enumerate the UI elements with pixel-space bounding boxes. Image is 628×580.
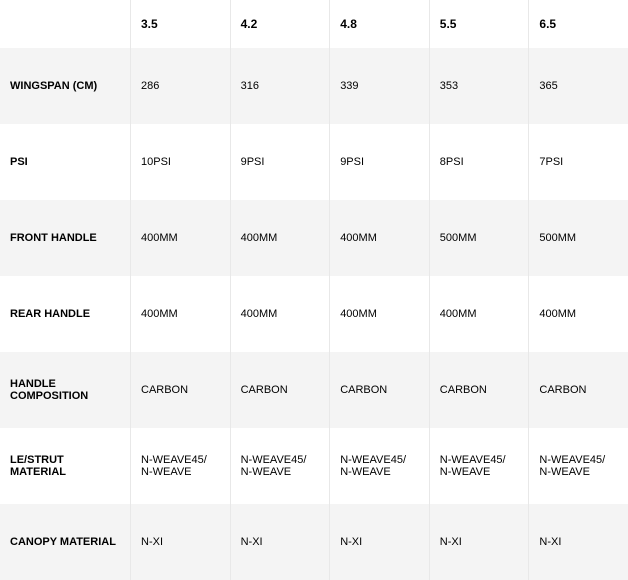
- header-blank: [0, 0, 130, 48]
- row-label: CANOPY MATERIAL: [0, 504, 130, 580]
- row-value: 9PSI: [329, 124, 429, 200]
- row-value: N-WEAVE45/ N-WEAVE: [130, 428, 230, 504]
- row-value: 400MM: [130, 276, 230, 352]
- row-label: FRONT HANDLE: [0, 200, 130, 276]
- row-label: LE/STRUT MATERIAL: [0, 428, 130, 504]
- header-col-2: 4.2: [230, 0, 330, 48]
- row-value: 400MM: [528, 276, 628, 352]
- row-value: CARBON: [230, 352, 330, 428]
- row-value: 500MM: [429, 200, 529, 276]
- row-value: N-XI: [329, 504, 429, 580]
- row-value: N-XI: [230, 504, 330, 580]
- row-value: 500MM: [528, 200, 628, 276]
- row-value: 400MM: [230, 200, 330, 276]
- row-label: REAR HANDLE: [0, 276, 130, 352]
- row-value: N-WEAVE45/ N-WEAVE: [230, 428, 330, 504]
- row-value: 316: [230, 48, 330, 124]
- row-value: CARBON: [429, 352, 529, 428]
- row-value: 400MM: [230, 276, 330, 352]
- header-col-3: 4.8: [329, 0, 429, 48]
- spec-table: 3.5 4.2 4.8 5.5 6.5 WINGSPAN (CM) 286 31…: [0, 0, 628, 580]
- row-value: 400MM: [429, 276, 529, 352]
- row-value: CARBON: [329, 352, 429, 428]
- row-value: N-WEAVE45/ N-WEAVE: [429, 428, 529, 504]
- row-value: CARBON: [528, 352, 628, 428]
- row-value: 353: [429, 48, 529, 124]
- row-value: 286: [130, 48, 230, 124]
- row-value: 9PSI: [230, 124, 330, 200]
- row-value: CARBON: [130, 352, 230, 428]
- row-label: HANDLE COMPOSITION: [0, 352, 130, 428]
- row-value: 10PSI: [130, 124, 230, 200]
- row-value: 7PSI: [528, 124, 628, 200]
- row-value: N-WEAVE45/ N-WEAVE: [528, 428, 628, 504]
- row-value: 400MM: [329, 200, 429, 276]
- row-value: N-WEAVE45/ N-WEAVE: [329, 428, 429, 504]
- header-col-5: 6.5: [528, 0, 628, 48]
- row-value: N-XI: [130, 504, 230, 580]
- row-value: N-XI: [429, 504, 529, 580]
- header-col-1: 3.5: [130, 0, 230, 48]
- row-value: 365: [528, 48, 628, 124]
- header-col-4: 5.5: [429, 0, 529, 48]
- row-value: 8PSI: [429, 124, 529, 200]
- row-value: 339: [329, 48, 429, 124]
- row-label: WINGSPAN (CM): [0, 48, 130, 124]
- row-value: N-XI: [528, 504, 628, 580]
- row-value: 400MM: [130, 200, 230, 276]
- row-label: PSI: [0, 124, 130, 200]
- row-value: 400MM: [329, 276, 429, 352]
